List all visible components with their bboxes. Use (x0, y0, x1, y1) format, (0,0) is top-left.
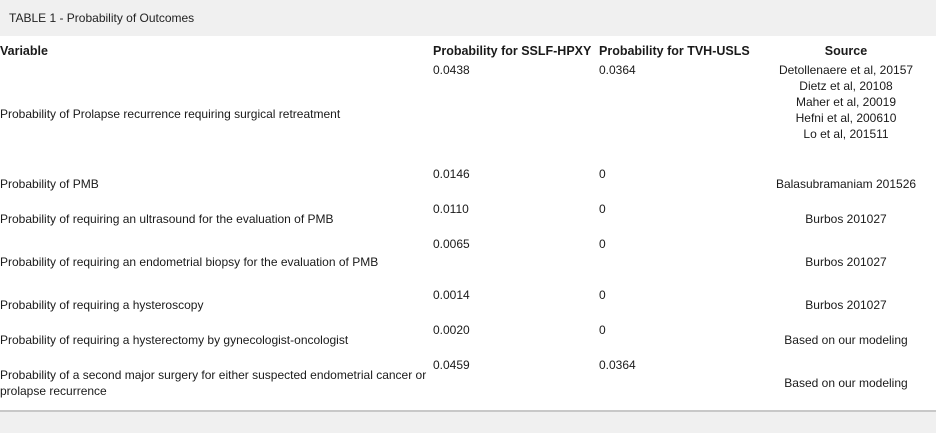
cell-source: Balasubramaniam 201526 (756, 166, 936, 201)
table-body: Probability of Prolapse recurrence requi… (0, 62, 936, 408)
cell-prob-sslf: 0.0146 (433, 167, 470, 181)
table-row: Probability of requiring an endometrial … (0, 236, 936, 287)
cell-prob-tvh: 0 (599, 288, 606, 302)
cell-prob-sslf: 0.0438 (433, 63, 470, 77)
table-content: Variable Probability for SSLF-HPXY Proba… (0, 36, 936, 411)
header-source: Source (824, 44, 868, 58)
source-citation: Lo et al, 201511 (803, 127, 889, 141)
table-row: Probability of a second major surgery fo… (0, 357, 936, 408)
header-variable: Variable (0, 44, 48, 58)
table-row: Probability of requiring a hysteroscopy 0… (0, 287, 936, 322)
header-prob-sslf: Probability for SSLF-HPXY (433, 44, 592, 58)
cell-variable: Probability of requiring an endometrial … (0, 254, 379, 269)
cell-variable: Probability of a second major surgery fo… (0, 367, 427, 398)
table-row: Probability of requiring a hysterectomy … (0, 322, 936, 357)
cell-prob-sslf: 0.0020 (433, 323, 470, 337)
source-citation: Burbos 201027 (805, 211, 887, 226)
cell-variable: Probability of PMB (0, 176, 99, 191)
source-citation: Detollenaere et al, 20157 (778, 63, 914, 77)
table-title-bar: TABLE 1 - Probability of Outcomes (0, 0, 936, 36)
footer-divider (0, 410, 936, 412)
cell-variable: Probability of requiring a hysteroscopy (0, 297, 204, 312)
source-citation: Maher et al, 20019 (795, 95, 897, 109)
cell-source: Burbos 201027 (756, 236, 936, 287)
cell-prob-sslf: 0.0065 (433, 237, 470, 251)
cell-prob-sslf: 0.0014 (433, 288, 470, 302)
source-citation: Burbos 201027 (805, 297, 887, 312)
cell-source: Burbos 201027 (756, 287, 936, 322)
cell-prob-sslf: 0.0459 (433, 358, 470, 372)
source-citation: Based on our modeling (784, 375, 908, 390)
source-citation: Dietz et al, 20108 (799, 79, 893, 93)
outcomes-table: Variable Probability for SSLF-HPXY Proba… (0, 44, 936, 408)
source-citation: Based on our modeling (784, 332, 908, 347)
cell-prob-sslf: 0.0110 (433, 202, 469, 216)
table-title: TABLE 1 - Probability of Outcomes (9, 11, 195, 25)
cell-variable: Probability of requiring a hysterectomy … (0, 332, 349, 347)
cell-prob-tvh: 0 (599, 237, 606, 251)
footer-bar (0, 412, 936, 433)
table-row: Probability of Prolapse recurrence requi… (0, 62, 936, 166)
header-prob-tvh: Probability for TVH-USLS (599, 44, 750, 58)
cell-source: Detollenaere et al, 20157 Dietz et al, 20… (756, 62, 936, 166)
cell-source: Based on our modeling (756, 322, 936, 357)
cell-prob-tvh: 0 (599, 167, 606, 181)
cell-prob-tvh: 0 (599, 323, 606, 337)
cell-prob-tvh: 0.0364 (599, 63, 636, 77)
cell-variable: Probability of requiring an ultrasound f… (0, 211, 334, 226)
table-row: Probability of requiring an ultrasound f… (0, 201, 936, 236)
source-citation: Hefni et al, 200610 (795, 111, 897, 125)
source-citation: Balasubramaniam 201526 (775, 176, 917, 191)
cell-prob-tvh: 0 (599, 202, 606, 216)
cell-source: Based on our modeling (756, 357, 936, 408)
header-row: Variable Probability for SSLF-HPXY Proba… (0, 44, 936, 62)
source-citation: Burbos 201027 (805, 254, 887, 269)
cell-prob-tvh: 0.0364 (599, 358, 636, 372)
cell-source: Burbos 201027 (756, 201, 936, 236)
cell-variable: Probability of Prolapse recurrence requi… (0, 107, 341, 121)
table-row: Probability of PMB 0.0146 0 Balasubramaniam… (0, 166, 936, 201)
